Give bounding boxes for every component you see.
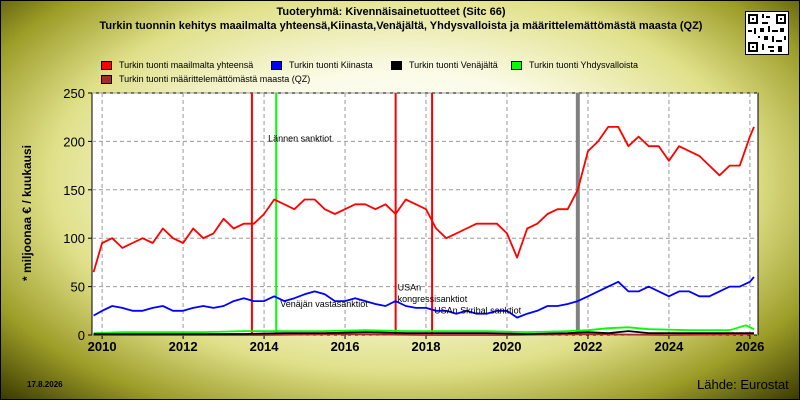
y-tick-label: 150 [63, 183, 85, 198]
annotation-label: Venäjän vastasanktiot [280, 299, 368, 309]
x-tick-label: 2014 [250, 339, 280, 354]
x-tick-label: 2026 [735, 339, 764, 354]
y-tick-label: 200 [63, 134, 85, 149]
legend-swatch-blue [271, 61, 282, 70]
plot-area [91, 92, 759, 336]
y-tick-label: 100 [63, 231, 85, 246]
x-tick-label: 2012 [169, 339, 198, 354]
legend-label: Turkin tuonti maailmalta yhteensä [119, 60, 254, 70]
series-line [93, 333, 755, 336]
qr-code-icon [745, 11, 789, 55]
chart-subtitle: Turkin tuonnin kehitys maailmalta yhteen… [99, 20, 703, 32]
y-tick-label: 250 [63, 86, 85, 101]
y-axis-label: * miljoonaa € / kuukausi [20, 144, 34, 282]
x-tick-label: 2020 [493, 339, 522, 354]
x-tick-label: 2022 [573, 339, 602, 354]
legend-label: Turkin tuonti määrittelemättömästä maast… [119, 74, 311, 84]
annotation-label: USAn [398, 282, 422, 292]
y-tick-label: 0 [78, 328, 85, 343]
legend-label: Turkin tuonti Yhdysvalloista [529, 60, 639, 70]
x-tick-label: 2016 [331, 339, 360, 354]
series-line [93, 324, 755, 334]
legend-label: Turkin tuonti Venäjältä [409, 60, 498, 70]
annotation-label: USAn Skribal sanktiot [434, 306, 522, 316]
series-line [93, 276, 755, 319]
legend-swatch-brown [101, 75, 112, 84]
chart-title: Tuoteryhmä: Kivennäisainetuotteet (Sitc … [276, 6, 506, 18]
x-tick-label: 2010 [88, 339, 117, 354]
legend-swatch-black [391, 61, 402, 70]
legend-label: Turkin tuonti Kiinasta [289, 60, 373, 70]
annotation-label: Lännen sanktiot [268, 133, 332, 143]
legend-swatch-red [101, 61, 112, 70]
x-tick-label: 2024 [654, 339, 684, 354]
legend-swatch-green [511, 61, 522, 70]
y-tick-label: 50 [71, 280, 85, 295]
source-label: Lähde: Eurostat [697, 377, 789, 392]
annotation-label: kongressisanktiot [398, 294, 468, 304]
series-line [93, 330, 754, 335]
series-line [92, 126, 755, 273]
date-stamp: 17.8.2026 [27, 380, 63, 389]
x-tick-label: 2018 [412, 339, 441, 354]
